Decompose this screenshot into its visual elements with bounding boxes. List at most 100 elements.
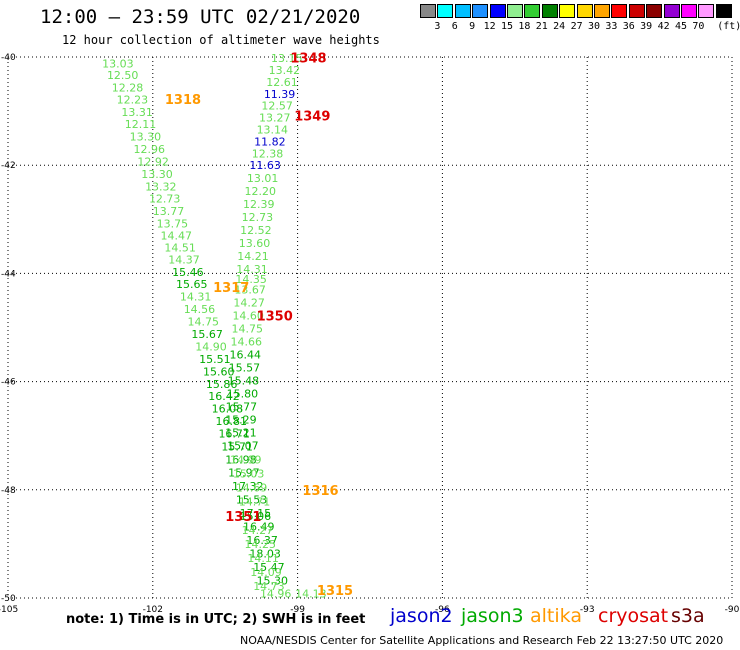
wave-height-value: 16.49 [243, 521, 274, 534]
lon-tick-label: -96 [435, 605, 450, 615]
orbit-track-label: 1318 [165, 93, 201, 108]
lon-tick-label: -93 [580, 605, 595, 615]
wave-height-value: 14.96 [260, 588, 292, 601]
wave-height-value: 14.56 [184, 303, 216, 316]
page-title: 12:00 – 23:59 UTC 02/21/2020 [40, 6, 361, 28]
wave-height-value: 12.38 [252, 147, 284, 160]
wave-height-value: 13.30 [141, 168, 173, 181]
wave-height-value: 16.44 [230, 349, 262, 362]
scale-label: 33 [605, 21, 618, 32]
legend-s3a: s3a [671, 605, 705, 627]
wave-height-value: 14.09 [250, 566, 281, 579]
wave-height-value: 14.47 [161, 230, 193, 243]
wave-height-value: 14.66 [231, 336, 263, 349]
wave-height-value: 15.71 [221, 441, 253, 454]
scale-swatch [594, 4, 610, 18]
lon-tick-label: -99 [290, 605, 305, 615]
wave-height-value: 14.51 [164, 241, 196, 254]
scale-label: 6 [451, 21, 458, 32]
wave-height-value: 16.71 [218, 428, 250, 441]
scale-swatch [507, 4, 523, 18]
wave-height-value: 18.03 [249, 548, 280, 561]
legend-jason2: jason2 [390, 605, 453, 627]
scale-label: 12 [483, 21, 496, 32]
wave-height-value: 12.50 [107, 69, 138, 82]
wave-height-value: 12.96 [133, 143, 165, 156]
wave-height-value: 13.14 [257, 123, 289, 136]
wave-height-value: 15.57 [229, 362, 261, 375]
legend-cryosat: cryosat [598, 605, 669, 627]
wave-height-value: 15.51 [199, 353, 231, 366]
wave-height-value: 15.65 [176, 278, 208, 291]
wave-height-value: 14.31 [236, 263, 268, 276]
wave-height-value: 11.39 [264, 88, 296, 101]
scale-label: 9 [469, 21, 476, 32]
wave-height-value: 15.80 [227, 388, 259, 401]
orbit-track-label: 1349 [294, 109, 330, 124]
wave-height-value: 15.97 [228, 466, 260, 479]
wave-height-value: 15.29 [225, 413, 257, 426]
wave-height-value: 14.31 [180, 291, 212, 304]
scale-unit: (ft) [717, 21, 740, 32]
wave-height-value: 15.21 [225, 426, 257, 439]
wave-height-value: 13.15 [271, 52, 303, 65]
scale-swatch [715, 4, 732, 18]
wave-height-value: 12.73 [149, 193, 181, 206]
scale-swatch [541, 4, 558, 18]
wave-height-value: 11.82 [254, 135, 286, 148]
lon-tick-label: -105 [0, 605, 18, 615]
legend-jason3: jason3 [461, 605, 524, 627]
scale-swatch [611, 4, 628, 18]
wave-height-value: 13.01 [247, 172, 278, 185]
scale-label: 70 [692, 21, 705, 32]
wave-height-value: 13.67 [234, 284, 266, 297]
scale-swatch [646, 4, 663, 18]
scale-swatch [698, 4, 715, 18]
lat-tick-label: -50 [1, 594, 16, 604]
wave-height-value: 15.46 [172, 266, 204, 279]
footer-note: note: 1) Time is in UTC; 2) SWH is in fe… [66, 612, 366, 627]
wave-height-value: 15.07 [227, 439, 259, 452]
wave-height-value: 14.21 [237, 250, 269, 263]
scale-swatch [559, 4, 576, 18]
wave-height-value: 14.75 [188, 316, 220, 329]
wave-height-value: 16.42 [208, 390, 240, 403]
wave-height-value: 14.37 [168, 253, 200, 266]
wave-height-value: 14.25 [245, 538, 276, 551]
wave-height-value: 15.53 [236, 494, 268, 507]
scale-label: 42 [657, 21, 670, 32]
scale-label: 45 [674, 21, 688, 32]
wave-height-value: 12.92 [137, 155, 169, 168]
scale-label: 36 [622, 21, 635, 32]
wave-height-value: 15.77 [226, 400, 258, 413]
scale-label: 30 [587, 21, 601, 32]
lat-tick-label: -44 [1, 269, 16, 279]
credit-line: NOAA/NESDIS Center for Satellite Applica… [240, 634, 724, 647]
scale-swatch [681, 4, 697, 18]
orbit-track-label: 1316 [302, 484, 338, 499]
lat-tick-label: -42 [1, 161, 16, 171]
orbit-track-label: 1348 [290, 52, 326, 67]
wave-height-value: 14.35 [235, 273, 267, 286]
lon-tick-label: -102 [143, 605, 163, 615]
wave-height-value: 14.69 [236, 482, 268, 495]
wave-height-value: 15.60 [203, 365, 235, 378]
wave-height-value: 14.75 [231, 323, 263, 336]
wave-height-value: 13.77 [153, 205, 185, 218]
scale-label: 21 [535, 21, 548, 32]
wave-height-value: 12.73 [242, 211, 273, 224]
wave-height-value: 12.11 [125, 118, 156, 131]
wave-height-value: 13.31 [121, 106, 153, 119]
scale-label: 18 [518, 21, 531, 32]
wave-height-value: 15.06 [240, 510, 272, 523]
wave-height-value: 13.27 [259, 112, 291, 125]
page-subtitle: 12 hour collection of altimeter wave hei… [62, 33, 380, 47]
wave-height-value: 14.90 [195, 340, 227, 353]
scale-label: 15 [500, 21, 514, 32]
wave-height-value: 17.15 [240, 507, 272, 520]
wave-height-value: 13.32 [145, 180, 177, 193]
orbit-track-label: 1317 [213, 281, 249, 296]
wave-height-value: 12.39 [243, 198, 274, 211]
lon-tick-label: -90 [725, 605, 740, 615]
